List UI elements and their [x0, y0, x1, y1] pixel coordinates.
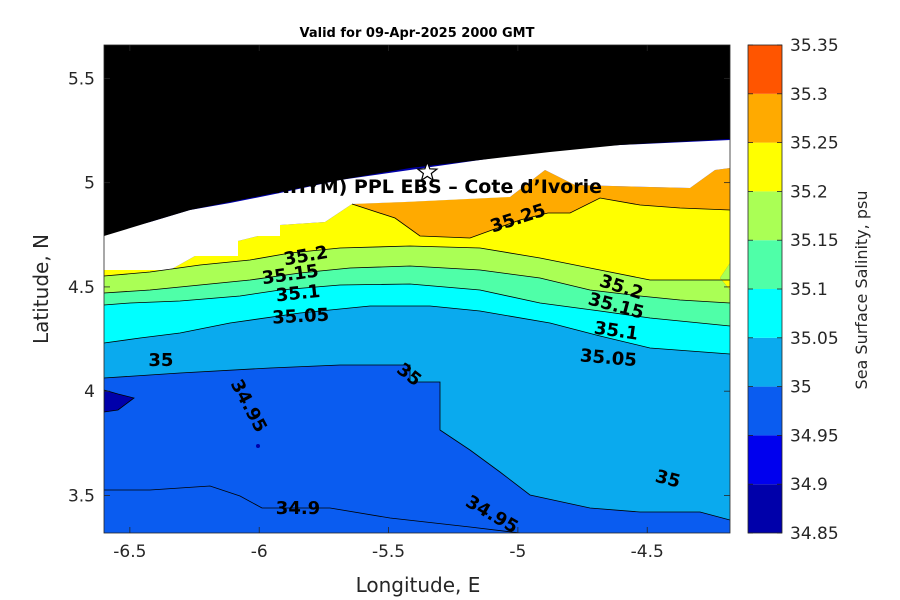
contour-label: 34.9	[276, 498, 320, 519]
contour-line-34.95	[104, 364, 730, 521]
colorbar-swatch	[748, 191, 782, 241]
coastal-white-strip	[104, 140, 730, 276]
x-axis-label: Longitude, E	[356, 573, 481, 597]
contour-label: 35.05	[579, 345, 638, 371]
colorbar-tick-label: 34.85	[790, 524, 839, 544]
colorbar-tick-label: 34.9	[790, 475, 828, 495]
colorbar: 34.85 34.9 34.95 35 35.05 35.1 35.15 35.2 35.25 3…	[747, 36, 839, 544]
y-tick-label: 3.5	[68, 486, 95, 506]
site-star-icon	[416, 160, 439, 182]
y-tick-label: 5.5	[68, 69, 95, 89]
x-tick-label: -6	[251, 542, 268, 562]
band-34.95-35	[104, 365, 730, 533]
colorbar-tick-label: 35.1	[790, 280, 828, 300]
contour-label: 35.05	[272, 305, 330, 329]
x-tick-label: -5.5	[372, 542, 405, 562]
land-mask	[104, 45, 730, 236]
colorbar-swatch	[748, 240, 782, 289]
chart-title: Valid for 09-Apr-2025 2000 GMT	[300, 26, 535, 41]
colorbar-tick-label: 35.25	[790, 134, 839, 154]
contour-line-35.1	[104, 265, 730, 304]
colorbar-swatch	[748, 337, 782, 387]
x-tick-label: -6.5	[113, 542, 146, 562]
colorbar-swatch	[748, 45, 782, 94]
contour-line-35.15	[104, 245, 730, 281]
band-35.2-35.25	[104, 186, 730, 290]
site-marker-group: A (ONHYM) PPL EBS – Cote d’Ivorie	[228, 160, 602, 198]
y-axis-label: Latitude, N	[29, 234, 53, 344]
colorbar-swatch	[748, 484, 782, 533]
colorbar-tick-label: 34.95	[790, 426, 839, 446]
x-tick-label: -4.5	[631, 542, 664, 562]
colorbar-swatch	[748, 93, 782, 143]
site-label: A (ONHYM) PPL EBS – Cote d’Ivorie	[228, 176, 602, 198]
band-35-35.05	[104, 306, 730, 520]
colorbar-swatch	[748, 386, 782, 436]
band-35.15-35.2	[104, 246, 730, 303]
contour-line-35.2	[351, 197, 730, 239]
plot-area	[104, 45, 730, 533]
y-tick-label: 4.5	[68, 278, 95, 298]
plot-frame	[103, 44, 731, 534]
colorbar-swatch	[748, 289, 782, 338]
tiny-island	[256, 444, 260, 448]
colorbar-tick-label: 35	[790, 378, 812, 398]
y-tick-label: 5	[84, 174, 95, 194]
colorbar-tick-label: 35.3	[790, 85, 828, 105]
colorbar-tick-label: 35.35	[790, 36, 839, 56]
contour-label: 35.1	[275, 281, 321, 307]
colorbar-swatch	[748, 142, 782, 192]
band-35.05-35.1	[104, 284, 730, 354]
band-35.1-35.15	[104, 266, 730, 326]
contour-label: 35	[148, 350, 173, 371]
sw-blob	[104, 389, 135, 413]
contour-line-35.05	[104, 283, 730, 327]
x-tick-label: -5	[509, 542, 526, 562]
colorbar-tick-label: 35.05	[790, 329, 839, 349]
contour-line-35	[104, 305, 730, 355]
colorbar-swatch	[748, 435, 782, 485]
colorbar-tick-label: 35.15	[790, 231, 839, 251]
colorbar-tick-label: 35.2	[790, 182, 828, 202]
contour-line-34.9	[104, 485, 521, 533]
contour-lines	[104, 111, 730, 533]
band-35.25-35.3	[352, 168, 730, 238]
x-axis: -6.5 -6 -5.5 -5 -4.5	[113, 45, 664, 562]
y-tick-label: 4	[84, 382, 95, 402]
colorbar-label: Sea Surface Salinity, psu	[852, 191, 871, 390]
y-axis: 3.5 4 4.5 5 5.5	[68, 69, 730, 506]
